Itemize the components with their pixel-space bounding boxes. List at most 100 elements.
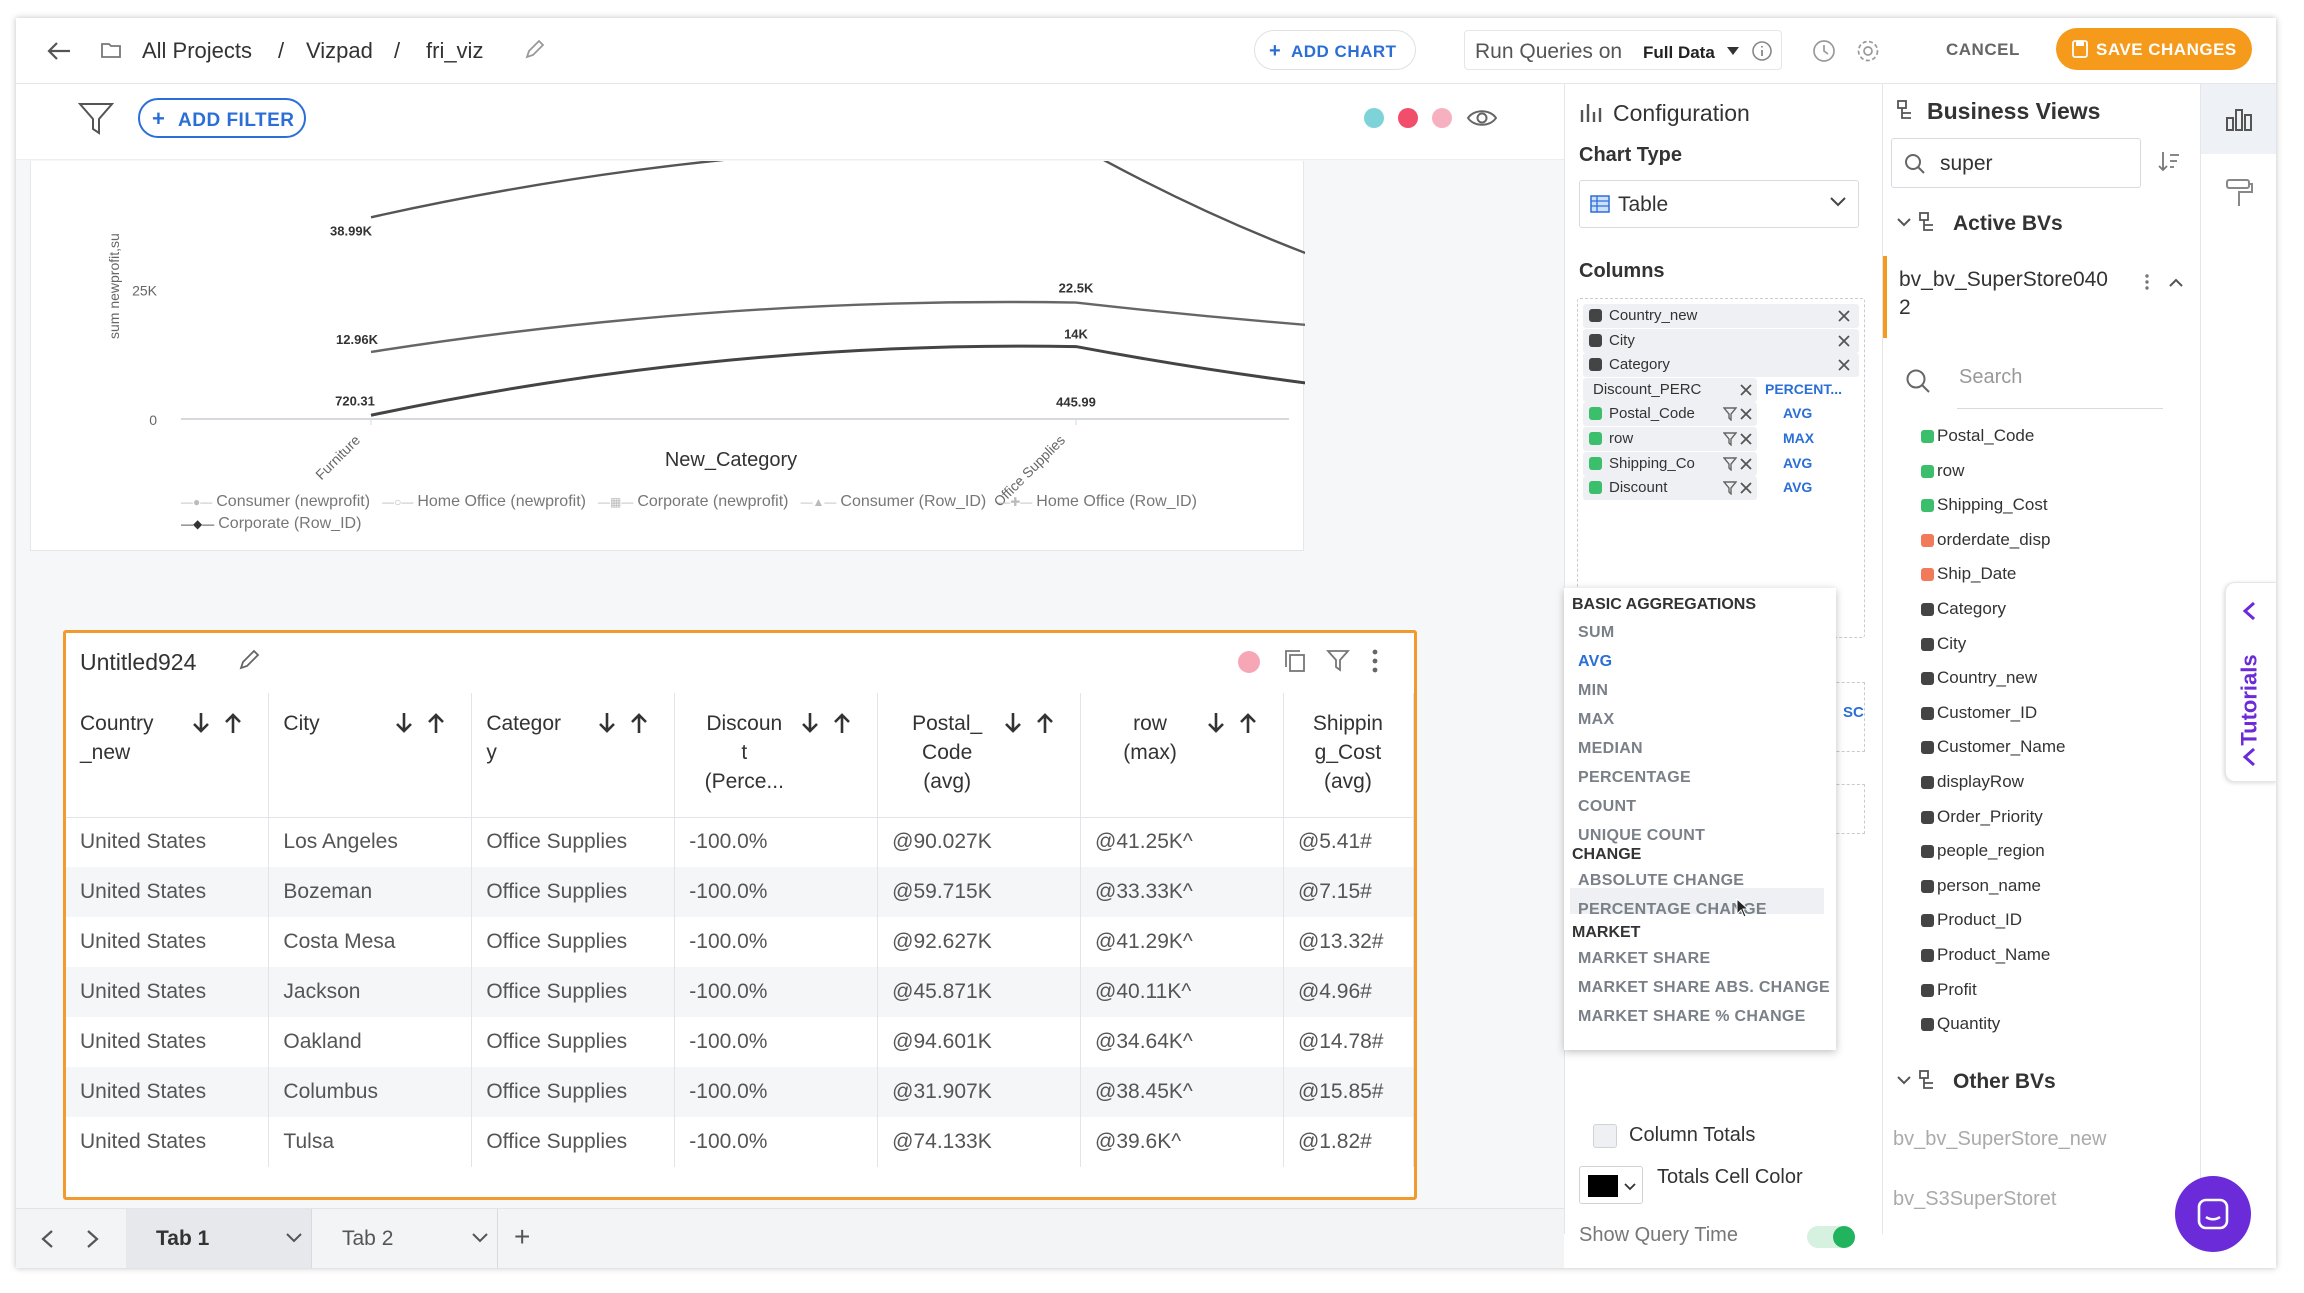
column-header[interactable]: Discoun t (Perce... bbox=[674, 693, 879, 818]
field-item[interactable]: Postal_Code bbox=[1937, 426, 2035, 445]
menu-item-unique-count[interactable]: UNIQUE COUNT bbox=[1578, 827, 1706, 844]
field-item[interactable]: person_name bbox=[1937, 875, 2041, 895]
legend-item[interactable]: —◆— Corporate (Row_ID) bbox=[181, 513, 361, 535]
pink-color-dot[interactable] bbox=[1432, 108, 1452, 128]
column-item[interactable]: Category bbox=[1583, 353, 1859, 378]
table-row[interactable]: United States Costa Mesa Office Supplies -1… bbox=[66, 917, 1414, 967]
legend-item[interactable]: —○— Home Office (newprofit) bbox=[382, 491, 586, 513]
filter-funnel-icon[interactable] bbox=[78, 102, 114, 136]
settings-gear-icon[interactable] bbox=[1856, 39, 1880, 63]
menu-item-market-share[interactable]: MARKET SHARE bbox=[1578, 950, 1711, 967]
add-filter-button[interactable]: + ADD FILTER bbox=[138, 98, 306, 138]
sort-arrows-icon[interactable] bbox=[597, 711, 657, 735]
column-item[interactable]: Country_new bbox=[1583, 304, 1859, 328]
table-row[interactable]: United States Oakland Office Supplies -100.… bbox=[66, 1017, 1414, 1067]
table-row[interactable]: United States Los Angeles Office Supplies -… bbox=[66, 817, 1414, 867]
totals-color-picker[interactable] bbox=[1579, 1166, 1643, 1204]
sort-arrows-icon[interactable] bbox=[800, 711, 860, 735]
column-header[interactable]: Postal_ Code (avg) bbox=[877, 693, 1082, 818]
filter-icon[interactable] bbox=[1326, 649, 1350, 673]
field-item[interactable]: Order_Priority bbox=[1937, 806, 2043, 826]
menu-item-market-share-change[interactable]: MARKET SHARE % CHANGE bbox=[1578, 1008, 1806, 1025]
menu-item-count[interactable]: COUNT bbox=[1578, 798, 1637, 815]
chevron-down-icon[interactable] bbox=[1897, 1076, 1911, 1086]
field-item[interactable]: City bbox=[1937, 633, 1967, 653]
table-scroll[interactable]: Country _new City Categor y Discoun t (Perce...… bbox=[66, 693, 1414, 1197]
column-header[interactable]: City bbox=[268, 693, 473, 818]
field-item[interactable]: Category bbox=[1937, 599, 2006, 618]
field-search-input[interactable]: Search bbox=[1959, 366, 2023, 388]
sort-icon[interactable] bbox=[2157, 150, 2181, 174]
chevron-down-icon[interactable] bbox=[286, 1233, 302, 1243]
column-item[interactable]: Postal_Code bbox=[1583, 402, 1757, 427]
menu-item-avg[interactable]: AVG bbox=[1578, 653, 1613, 670]
edit-pencil-icon[interactable] bbox=[524, 38, 546, 60]
aggregation-button[interactable]: AVG bbox=[1783, 405, 1813, 422]
column-filter-icon[interactable] bbox=[1723, 481, 1737, 496]
more-options-icon[interactable] bbox=[2145, 274, 2149, 290]
field-item[interactable]: Quantity bbox=[1937, 1014, 2001, 1034]
field-item[interactable]: Product_Name bbox=[1937, 945, 2051, 964]
save-changes-button[interactable]: SAVE CHANGES bbox=[2056, 28, 2252, 70]
menu-item-max[interactable]: MAX bbox=[1578, 711, 1615, 728]
rail-chart-tab[interactable] bbox=[2201, 84, 2276, 154]
chevron-up-icon[interactable] bbox=[2169, 278, 2183, 288]
field-item[interactable]: orderdate_disp bbox=[1937, 529, 2051, 549]
tutorials-tab[interactable]: Tutorials bbox=[2225, 582, 2276, 782]
run-queries-selector[interactable]: Run Queries on Full Data bbox=[1464, 30, 1782, 70]
remove-column-icon[interactable] bbox=[1739, 407, 1753, 421]
sort-arrows-icon[interactable] bbox=[1003, 711, 1063, 735]
menu-item-sum[interactable]: SUM bbox=[1578, 624, 1615, 641]
chat-support-button[interactable] bbox=[2175, 1176, 2251, 1252]
table-chart-card[interactable]: Untitled924 Country _new City Categor y Disco… bbox=[63, 630, 1417, 1200]
cancel-button[interactable]: CANCEL bbox=[1946, 40, 2020, 59]
breadcrumb-all-projects[interactable]: All Projects bbox=[142, 38, 253, 63]
other-bv-item[interactable]: bv_bv_SuperStore_new bbox=[1893, 1128, 2107, 1150]
bv-search-input[interactable]: super bbox=[1891, 138, 2141, 188]
menu-item-percentage[interactable]: PERCENTAGE bbox=[1578, 769, 1691, 786]
eye-preview-icon[interactable] bbox=[1466, 106, 1498, 130]
clock-icon[interactable] bbox=[1812, 39, 1836, 63]
column-item[interactable]: row bbox=[1583, 427, 1757, 451]
add-chart-button[interactable]: + ADD CHART bbox=[1254, 30, 1416, 70]
remove-column-icon[interactable] bbox=[1739, 457, 1753, 471]
copy-icon[interactable] bbox=[1284, 649, 1306, 673]
column-item[interactable]: City bbox=[1583, 328, 1859, 353]
remove-column-icon[interactable] bbox=[1837, 309, 1851, 323]
info-icon[interactable] bbox=[1751, 40, 1773, 62]
edit-title-icon[interactable] bbox=[238, 647, 262, 671]
remove-column-icon[interactable] bbox=[1739, 432, 1753, 446]
table-row[interactable]: United States Columbus Office Supplies -100… bbox=[66, 1067, 1414, 1117]
menu-item-absolute-change[interactable]: ABSOLUTE CHANGE bbox=[1578, 872, 1745, 889]
legend-item[interactable]: —▦— Corporate (newprofit) bbox=[598, 491, 789, 513]
more-options-icon[interactable] bbox=[1372, 649, 1378, 673]
remove-column-icon[interactable] bbox=[1837, 358, 1851, 372]
field-item[interactable]: Shipping_Cost bbox=[1937, 495, 2048, 515]
column-filter-icon[interactable] bbox=[1723, 432, 1737, 446]
remove-column-icon[interactable] bbox=[1739, 481, 1753, 495]
next-tab-icon[interactable] bbox=[86, 1229, 100, 1249]
chevron-down-icon[interactable] bbox=[472, 1233, 488, 1243]
column-header[interactable]: Country _new bbox=[66, 693, 270, 818]
column-item[interactable]: Discount bbox=[1583, 476, 1757, 501]
status-dot[interactable] bbox=[1238, 651, 1260, 673]
show-query-time-toggle[interactable] bbox=[1807, 1226, 1855, 1248]
active-bv-name[interactable]: bv_bv_SuperStore040 bbox=[1899, 268, 2108, 291]
prev-tab-icon[interactable] bbox=[40, 1229, 54, 1249]
column-item[interactable]: Shipping_Co bbox=[1583, 451, 1757, 476]
legend-item[interactable]: —✚— Home Office (Row_ID) bbox=[998, 491, 1197, 513]
sort-arrows-icon[interactable] bbox=[394, 711, 454, 735]
column-header[interactable]: Categor y bbox=[471, 693, 676, 818]
menu-item-market-share-abs-change[interactable]: MARKET SHARE ABS. CHANGE bbox=[1578, 979, 1830, 996]
field-item[interactable]: Product_ID bbox=[1937, 910, 2023, 930]
remove-column-icon[interactable] bbox=[1739, 383, 1753, 397]
chart-type-select[interactable]: Table bbox=[1579, 180, 1859, 228]
field-item[interactable]: row bbox=[1937, 460, 1965, 480]
menu-item-min[interactable]: MIN bbox=[1578, 682, 1609, 699]
field-item[interactable]: Customer_Name bbox=[1937, 737, 2066, 757]
paint-roller-icon[interactable] bbox=[2225, 178, 2253, 208]
column-header[interactable]: Shippin g_Cost (avg) bbox=[1283, 693, 1414, 818]
menu-item-percentage-change[interactable]: PERCENTAGE CHANGE bbox=[1578, 901, 1767, 918]
red-color-dot[interactable] bbox=[1398, 108, 1418, 128]
teal-color-dot[interactable] bbox=[1364, 108, 1384, 128]
